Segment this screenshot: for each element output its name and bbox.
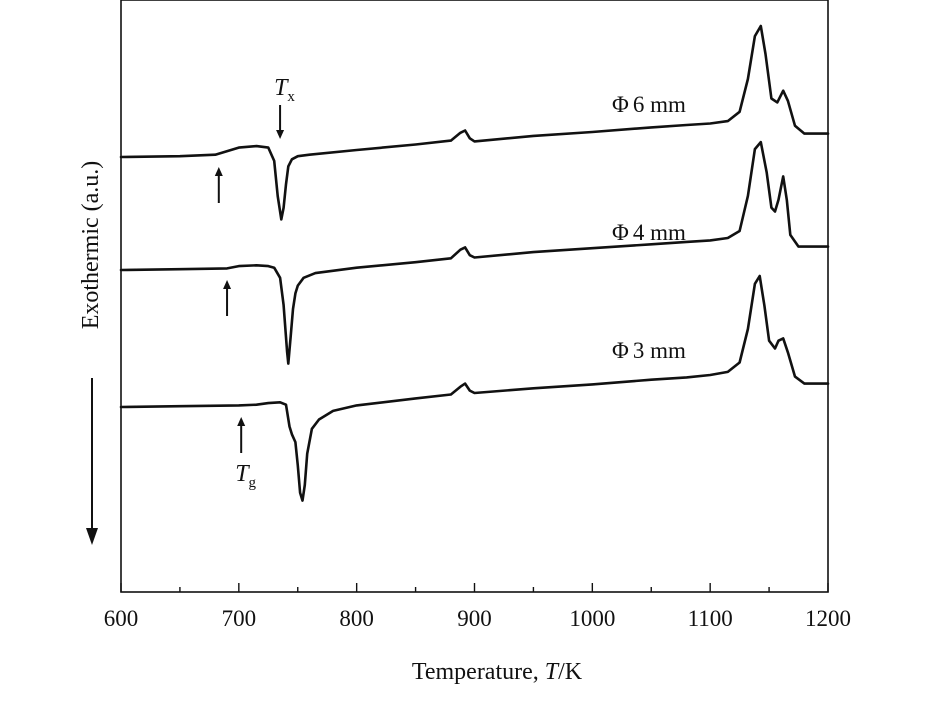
annotation-arrow — [223, 280, 232, 316]
exothermic-direction-arrow — [86, 378, 98, 545]
y-axis-title: Exothermic (a.u.) — [78, 161, 104, 330]
annotations: Tx Tg — [214, 75, 295, 491]
x-tick-label: 800 — [339, 606, 374, 631]
annotation-arrow — [214, 167, 223, 203]
x-tick-label: 1000 — [569, 606, 615, 631]
x-tick-label: 1200 — [805, 606, 851, 631]
x-tick-label: 700 — [222, 606, 257, 631]
x-axis-ticks: 600 700 800 900 1000 1100 1200 — [104, 583, 851, 631]
series-line — [119, 24, 830, 221]
tg-label: Tg — [235, 461, 256, 491]
x-tick-label: 600 — [104, 606, 139, 631]
series-line — [119, 274, 830, 502]
tx-label: Tx — [274, 75, 295, 105]
x-tick-label: 1100 — [688, 606, 733, 631]
x-axis-title: Temperature, T/K — [412, 659, 583, 685]
x-tick-label: 900 — [457, 606, 492, 631]
annotation-arrow — [276, 105, 285, 139]
series-line — [119, 140, 830, 365]
annotation-arrow — [237, 417, 246, 453]
